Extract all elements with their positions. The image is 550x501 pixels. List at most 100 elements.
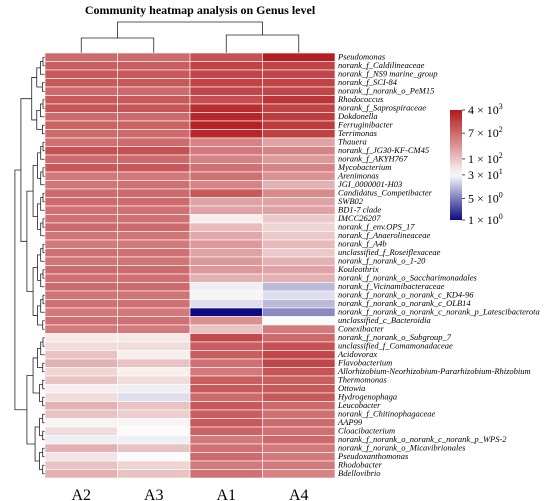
row-label: Thermomonas (338, 375, 387, 385)
dendrogram-branch (42, 464, 45, 475)
heatmap-cell (117, 163, 191, 173)
heatmap-cell (117, 95, 191, 105)
heatmap-cell (262, 78, 336, 88)
heatmap-cell (117, 299, 191, 309)
heatmap-cell (117, 452, 191, 462)
heatmap-cell (262, 426, 336, 436)
heatmap-cell (44, 426, 118, 436)
heatmap-cell (117, 231, 191, 241)
row-dendrogram (14, 56, 45, 475)
heatmap-cell (189, 401, 263, 411)
dendrogram-branch (36, 109, 43, 130)
row-label: Rhodococcus (337, 94, 384, 104)
heatmap-cell (189, 52, 263, 62)
heatmap-cell (117, 248, 191, 258)
heatmap-cell (44, 52, 118, 62)
dendrogram-branch (42, 430, 45, 441)
heatmap-cell (262, 154, 336, 164)
row-label: norank_f_JG30-KF-CM45 (338, 145, 429, 155)
heatmap-cell (262, 188, 336, 198)
row-label: AAP99 (337, 417, 363, 427)
heatmap-cell (44, 61, 118, 71)
row-label: norank_f_Caldilineaceae (338, 60, 425, 70)
row-label: Dokdonella (337, 111, 378, 121)
legend-tick-label: 1 × 102 (468, 151, 503, 166)
heatmap-cell (44, 69, 118, 79)
heatmap-cell (262, 341, 336, 351)
heatmap-cell (262, 409, 336, 419)
dendrogram-branch (32, 357, 40, 394)
heatmap-cell (44, 248, 118, 258)
heatmap-cell (44, 137, 118, 147)
heatmap-cell (262, 265, 336, 275)
heatmap-cell (189, 350, 263, 360)
heatmap-cell (117, 197, 191, 207)
heatmap-cell (117, 282, 191, 292)
heatmap-cell (117, 171, 191, 181)
heatmap-cell (44, 188, 118, 198)
heatmap-cell (189, 273, 263, 283)
legend-tick-label: 4 × 103 (468, 102, 503, 117)
heatmap-cell (117, 120, 191, 130)
heatmap-cell (117, 103, 191, 113)
heatmap-cell (117, 78, 191, 88)
heatmap-cell (44, 205, 118, 215)
heatmap-cell (262, 163, 336, 173)
row-label: norank_f_NS9 marine_group (338, 69, 438, 79)
heatmap-cell (189, 86, 263, 96)
heatmap-cell (44, 392, 118, 402)
heatmap-cell (189, 375, 263, 385)
row-label: SWB02 (338, 196, 364, 206)
heatmap-cell (44, 307, 118, 317)
heatmap-cell (262, 367, 336, 377)
heatmap-cell (262, 95, 336, 105)
heatmap-cell (44, 256, 118, 266)
dendrogram-branch (32, 165, 38, 218)
heatmap-cell (189, 112, 263, 122)
heatmap-cell (189, 367, 263, 377)
heatmap-cell (189, 197, 263, 207)
heatmap-cell (189, 409, 263, 419)
heatmap-cell (189, 78, 263, 88)
heatmap-cell (262, 197, 336, 207)
row-label: Flavobacterium (337, 358, 392, 368)
row-label: norank_f_Vicinamibacteraceae (338, 281, 445, 291)
heatmap-cell (262, 231, 336, 241)
heatmap-cell (117, 350, 191, 360)
dendrogram-branch (26, 375, 36, 445)
heatmap-cell (44, 443, 118, 453)
heatmap-cell (189, 426, 263, 436)
heatmap-cell (44, 231, 118, 241)
dendrogram-branch (37, 254, 41, 281)
heatmap-cell (117, 307, 191, 317)
heatmap-cell (189, 69, 263, 79)
heatmap-cell (117, 52, 191, 62)
heatmap-cell (44, 367, 118, 377)
heatmap-cell (189, 324, 263, 334)
column-label: A4 (289, 487, 309, 501)
heatmap-cell (44, 324, 118, 334)
row-label: Ottowia (338, 383, 365, 393)
row-label: Kouleothrix (337, 264, 379, 274)
heatmap-cell (189, 163, 263, 173)
heatmap-cell (262, 61, 336, 71)
dendrogram-branch (37, 152, 41, 179)
heatmap-cell (44, 103, 118, 113)
heatmap-cell (262, 86, 336, 96)
legend-tick-label: 5 × 100 (468, 191, 503, 206)
column-label: A1 (216, 487, 236, 501)
heatmap-cell (117, 469, 191, 479)
heatmap-cell (189, 358, 263, 368)
heatmap-cell (117, 443, 191, 453)
column-dendrogram (80, 21, 300, 53)
heatmap-cell (262, 214, 336, 224)
dendrogram-branch (40, 146, 45, 160)
dendrogram-branch (39, 452, 43, 470)
heatmap-cell (189, 418, 263, 428)
heatmap-cell (117, 401, 191, 411)
heatmap-cell (189, 222, 263, 232)
legend-tick-label: 3 × 101 (468, 167, 503, 182)
row-label: Pseudoxanthomonas (337, 451, 409, 461)
heatmap-cell (117, 188, 191, 198)
heatmap-cell (117, 333, 191, 343)
